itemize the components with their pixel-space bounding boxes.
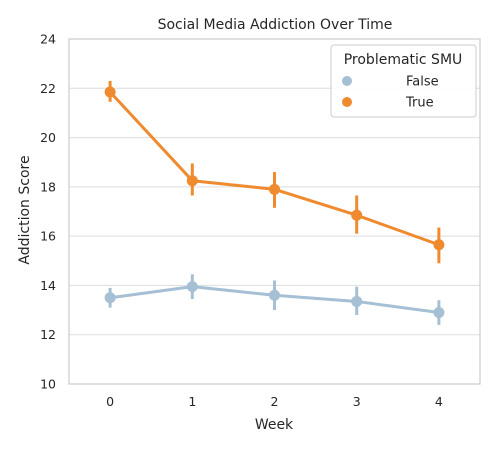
y-tick-label: 22: [40, 81, 56, 96]
x-tick-label: 4: [435, 394, 443, 409]
legend: Problematic SMU False True: [330, 44, 477, 118]
y-tick-label: 18: [40, 179, 56, 194]
series-layer: [104, 80, 445, 325]
data-point: [433, 307, 445, 319]
x-axis-label: Week: [255, 417, 294, 433]
plot-frame: [68, 38, 481, 385]
y-axis-label: Addiction Score: [17, 155, 33, 264]
data-point: [351, 295, 363, 307]
data-point: [186, 175, 198, 187]
x-tick-label: 1: [188, 394, 196, 409]
x-tick-label: 0: [106, 394, 114, 409]
y-tick-label: 14: [40, 278, 56, 293]
legend-marker: [342, 97, 352, 107]
series-true: [104, 80, 445, 264]
legend-label: True: [405, 96, 434, 111]
legend-items: False True: [342, 75, 439, 111]
legend-box: [330, 44, 477, 118]
data-point: [186, 281, 198, 293]
chart-title: Social Media Addiction Over Time: [158, 17, 393, 33]
x-tick-label: 3: [353, 394, 361, 409]
y-tick-label: 16: [40, 229, 56, 244]
y-tick-label: 12: [40, 327, 56, 342]
y-tick-label: 10: [40, 377, 56, 392]
data-point: [351, 209, 363, 221]
legend-label: False: [406, 75, 439, 90]
series-false: [104, 274, 445, 325]
legend-marker: [342, 76, 352, 86]
x-axis-ticks: 0 1 2 3 4: [106, 394, 443, 409]
data-point: [269, 289, 280, 301]
y-axis-ticks: 10 12 14 16 18 20 22 24: [40, 32, 56, 392]
legend-title: Problematic SMU: [344, 52, 463, 68]
y-tick-label: 24: [40, 32, 56, 47]
y-tick-label: 20: [40, 130, 56, 145]
x-tick-label: 2: [271, 394, 279, 409]
data-point: [433, 239, 445, 251]
data-point: [269, 183, 280, 195]
data-point: [104, 292, 116, 304]
data-point: [104, 86, 116, 98]
